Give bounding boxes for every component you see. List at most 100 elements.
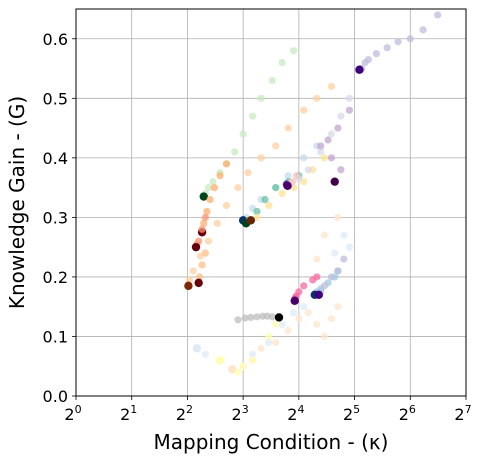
data-point (265, 201, 273, 210)
data-point (234, 368, 242, 376)
data-point (234, 316, 242, 324)
x-tick-label: 21 (120, 403, 137, 424)
data-point (249, 112, 257, 120)
data-point (320, 154, 329, 162)
data-point (419, 26, 427, 34)
series-end-point (283, 181, 292, 191)
x-tick-label: 24 (287, 403, 304, 424)
data-point (406, 35, 414, 43)
data-point (206, 195, 214, 204)
data-point (327, 273, 336, 281)
data-point (278, 58, 286, 67)
data-point (200, 219, 208, 227)
data-point (201, 249, 209, 257)
data-point (204, 184, 213, 192)
data-point (320, 332, 329, 341)
data-point (244, 169, 252, 177)
data-point (272, 338, 280, 347)
series-end-point (246, 216, 256, 225)
data-point (317, 148, 325, 156)
data-point (295, 315, 303, 323)
data-point (249, 356, 257, 364)
data-point (213, 219, 221, 227)
x-tick-label: 27 (454, 403, 471, 424)
data-point (304, 166, 312, 174)
data-point (272, 320, 280, 329)
data-point (268, 313, 276, 321)
data-point (231, 148, 239, 156)
data-point (278, 320, 286, 329)
data-point (300, 282, 308, 290)
series-end-point (330, 177, 339, 186)
data-point (313, 320, 321, 329)
data-point (198, 225, 206, 233)
series-end-point (290, 296, 299, 305)
data-point (257, 154, 265, 162)
data-point (361, 58, 369, 67)
data-point (340, 255, 348, 263)
x-tick-label: 22 (176, 403, 193, 424)
series-end-point (191, 242, 201, 252)
data-point (239, 130, 247, 138)
series-end-point (184, 281, 193, 291)
data-point (234, 184, 242, 192)
data-point (337, 166, 345, 174)
data-point (284, 124, 292, 132)
data-point (195, 273, 204, 281)
y-axis-ticks: 0.0 0.1 0.2 0.3 0.4 0.5 0.6 (43, 30, 76, 406)
data-point (292, 172, 300, 180)
data-point (253, 313, 261, 321)
data-point (247, 313, 255, 322)
y-tick-label: 0.5 (43, 89, 68, 108)
data-point (304, 309, 312, 317)
data-point (337, 112, 345, 120)
y-tick-label: 0.1 (43, 327, 68, 346)
data-point (345, 94, 353, 102)
data-point (278, 189, 286, 198)
series-end-point (199, 192, 208, 201)
data-point (249, 350, 257, 358)
data-point (189, 267, 197, 275)
series-end-point (314, 290, 323, 299)
data-point (198, 261, 206, 269)
data-point (257, 344, 265, 352)
data-point (210, 184, 219, 192)
data-point (327, 315, 336, 323)
data-point (434, 11, 442, 19)
data-point (345, 106, 353, 114)
grid (75, 9, 467, 397)
series-end-point (215, 356, 225, 365)
data-point (313, 94, 321, 102)
series-end-point (194, 278, 203, 288)
data-point (253, 213, 261, 221)
data-point (284, 172, 292, 180)
data-point (272, 184, 280, 192)
x-axis-label: Mapping Condition - (κ) (154, 430, 389, 454)
data-point (185, 276, 194, 284)
data-point (216, 172, 224, 180)
data-point (300, 154, 308, 162)
data-point (372, 50, 381, 58)
data-point (201, 213, 209, 221)
data-point (334, 267, 342, 275)
series-end-point (274, 313, 284, 322)
data-point (320, 231, 329, 239)
data-point (300, 303, 308, 311)
x-tick-label: 23 (232, 403, 249, 424)
data-point (257, 94, 265, 102)
data-point (261, 195, 269, 204)
y-axis-label: Knowledge Gain - (G) (5, 96, 29, 309)
data-point (317, 142, 325, 150)
data-point (383, 44, 391, 52)
data-point (253, 207, 261, 216)
x-axis-ticks: 20 21 22 23 24 25 26 27 (64, 396, 472, 424)
data-point (268, 76, 276, 85)
y-tick-label: 0.6 (43, 30, 68, 49)
data-point (327, 154, 336, 162)
data-point (327, 130, 336, 138)
data-point (331, 249, 339, 257)
plot-frame (75, 8, 467, 397)
x-tick-label: 25 (343, 403, 360, 424)
data-point (327, 82, 336, 90)
